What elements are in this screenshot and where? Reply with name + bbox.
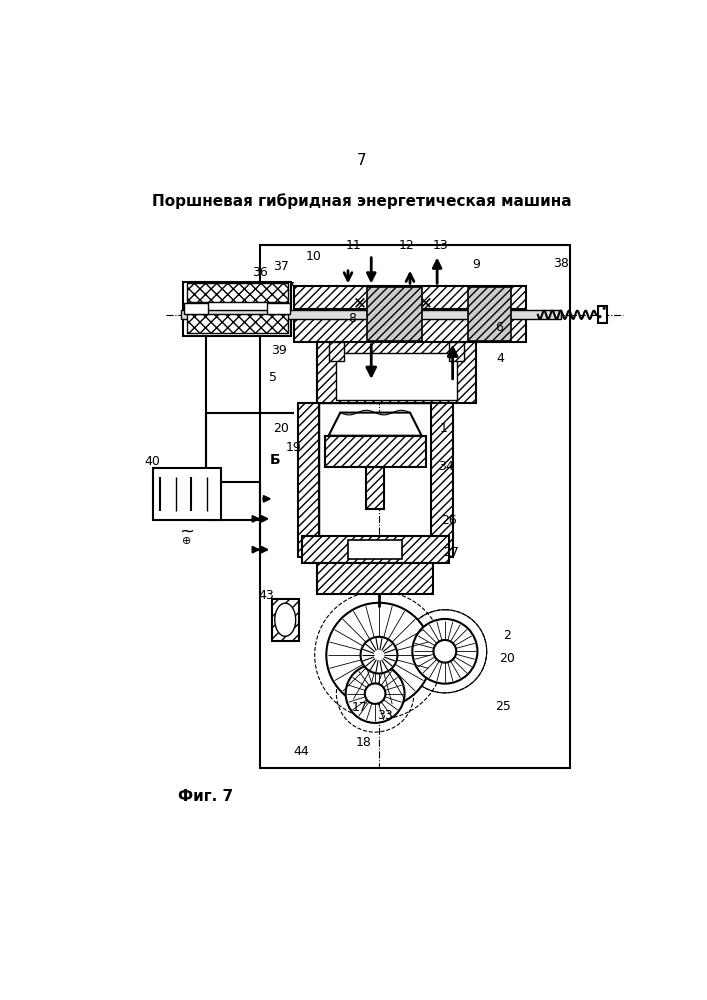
Bar: [366, 466, 385, 509]
Circle shape: [365, 683, 385, 704]
Bar: [320, 403, 431, 557]
Bar: [329, 342, 344, 361]
Text: 8: 8: [348, 312, 356, 325]
Text: 4: 4: [497, 352, 505, 365]
Text: 2: 2: [503, 629, 511, 642]
Text: 40: 40: [145, 455, 160, 468]
Text: 33: 33: [378, 709, 393, 722]
Bar: [187, 314, 288, 333]
Bar: [293, 286, 526, 309]
Circle shape: [361, 637, 397, 673]
Text: Б: Б: [270, 453, 281, 467]
Bar: [185, 303, 208, 314]
Bar: [301, 536, 449, 563]
Bar: [317, 342, 476, 403]
Ellipse shape: [275, 603, 296, 636]
Text: ✕: ✕: [419, 294, 433, 312]
Text: Поршневая гибридная энергетическая машина: Поршневая гибридная энергетическая машин…: [152, 193, 572, 209]
Polygon shape: [329, 413, 421, 436]
Bar: [260, 245, 571, 768]
Text: 34: 34: [438, 460, 455, 473]
Bar: [183, 282, 291, 336]
Text: 43: 43: [259, 589, 274, 602]
Bar: [449, 342, 464, 361]
Circle shape: [346, 664, 404, 723]
Bar: [337, 353, 457, 400]
Text: 44: 44: [293, 745, 310, 758]
Bar: [293, 319, 526, 342]
Bar: [267, 303, 290, 314]
Text: 20: 20: [273, 422, 288, 434]
Bar: [368, 287, 421, 341]
Text: 10: 10: [305, 250, 321, 263]
Text: 27: 27: [443, 546, 459, 559]
Bar: [468, 287, 510, 341]
Text: 18: 18: [356, 736, 371, 749]
Text: 25: 25: [495, 700, 511, 713]
Bar: [348, 540, 402, 559]
Text: 19: 19: [286, 441, 302, 454]
Bar: [597, 306, 607, 323]
Text: ✕: ✕: [353, 294, 366, 312]
Bar: [325, 436, 426, 466]
Bar: [368, 287, 421, 341]
Bar: [431, 403, 452, 557]
Text: 36: 36: [252, 266, 268, 279]
Bar: [298, 403, 320, 557]
Bar: [272, 599, 299, 641]
Text: 17: 17: [351, 701, 368, 714]
Text: 1: 1: [439, 422, 448, 434]
Text: 6: 6: [495, 321, 503, 334]
Text: 13: 13: [433, 239, 449, 252]
Bar: [153, 468, 221, 520]
Text: 7: 7: [286, 281, 295, 294]
Text: 20: 20: [499, 652, 515, 666]
Text: ~: ~: [180, 522, 194, 540]
Text: 26: 26: [441, 514, 457, 527]
Text: 37: 37: [273, 260, 288, 273]
Bar: [182, 310, 561, 319]
Text: 7: 7: [357, 153, 367, 168]
Bar: [187, 283, 288, 302]
Circle shape: [327, 603, 432, 708]
Text: 12: 12: [398, 239, 414, 252]
Circle shape: [412, 619, 477, 684]
Text: ⊕: ⊕: [182, 536, 192, 546]
Text: 9: 9: [472, 258, 480, 271]
Bar: [317, 563, 433, 594]
Text: 38: 38: [553, 257, 569, 270]
Circle shape: [433, 640, 456, 663]
Text: Фиг. 7: Фиг. 7: [177, 789, 233, 804]
Bar: [468, 287, 510, 341]
Text: 39: 39: [271, 344, 287, 358]
Text: 5: 5: [269, 371, 277, 384]
Text: 11: 11: [346, 239, 361, 252]
